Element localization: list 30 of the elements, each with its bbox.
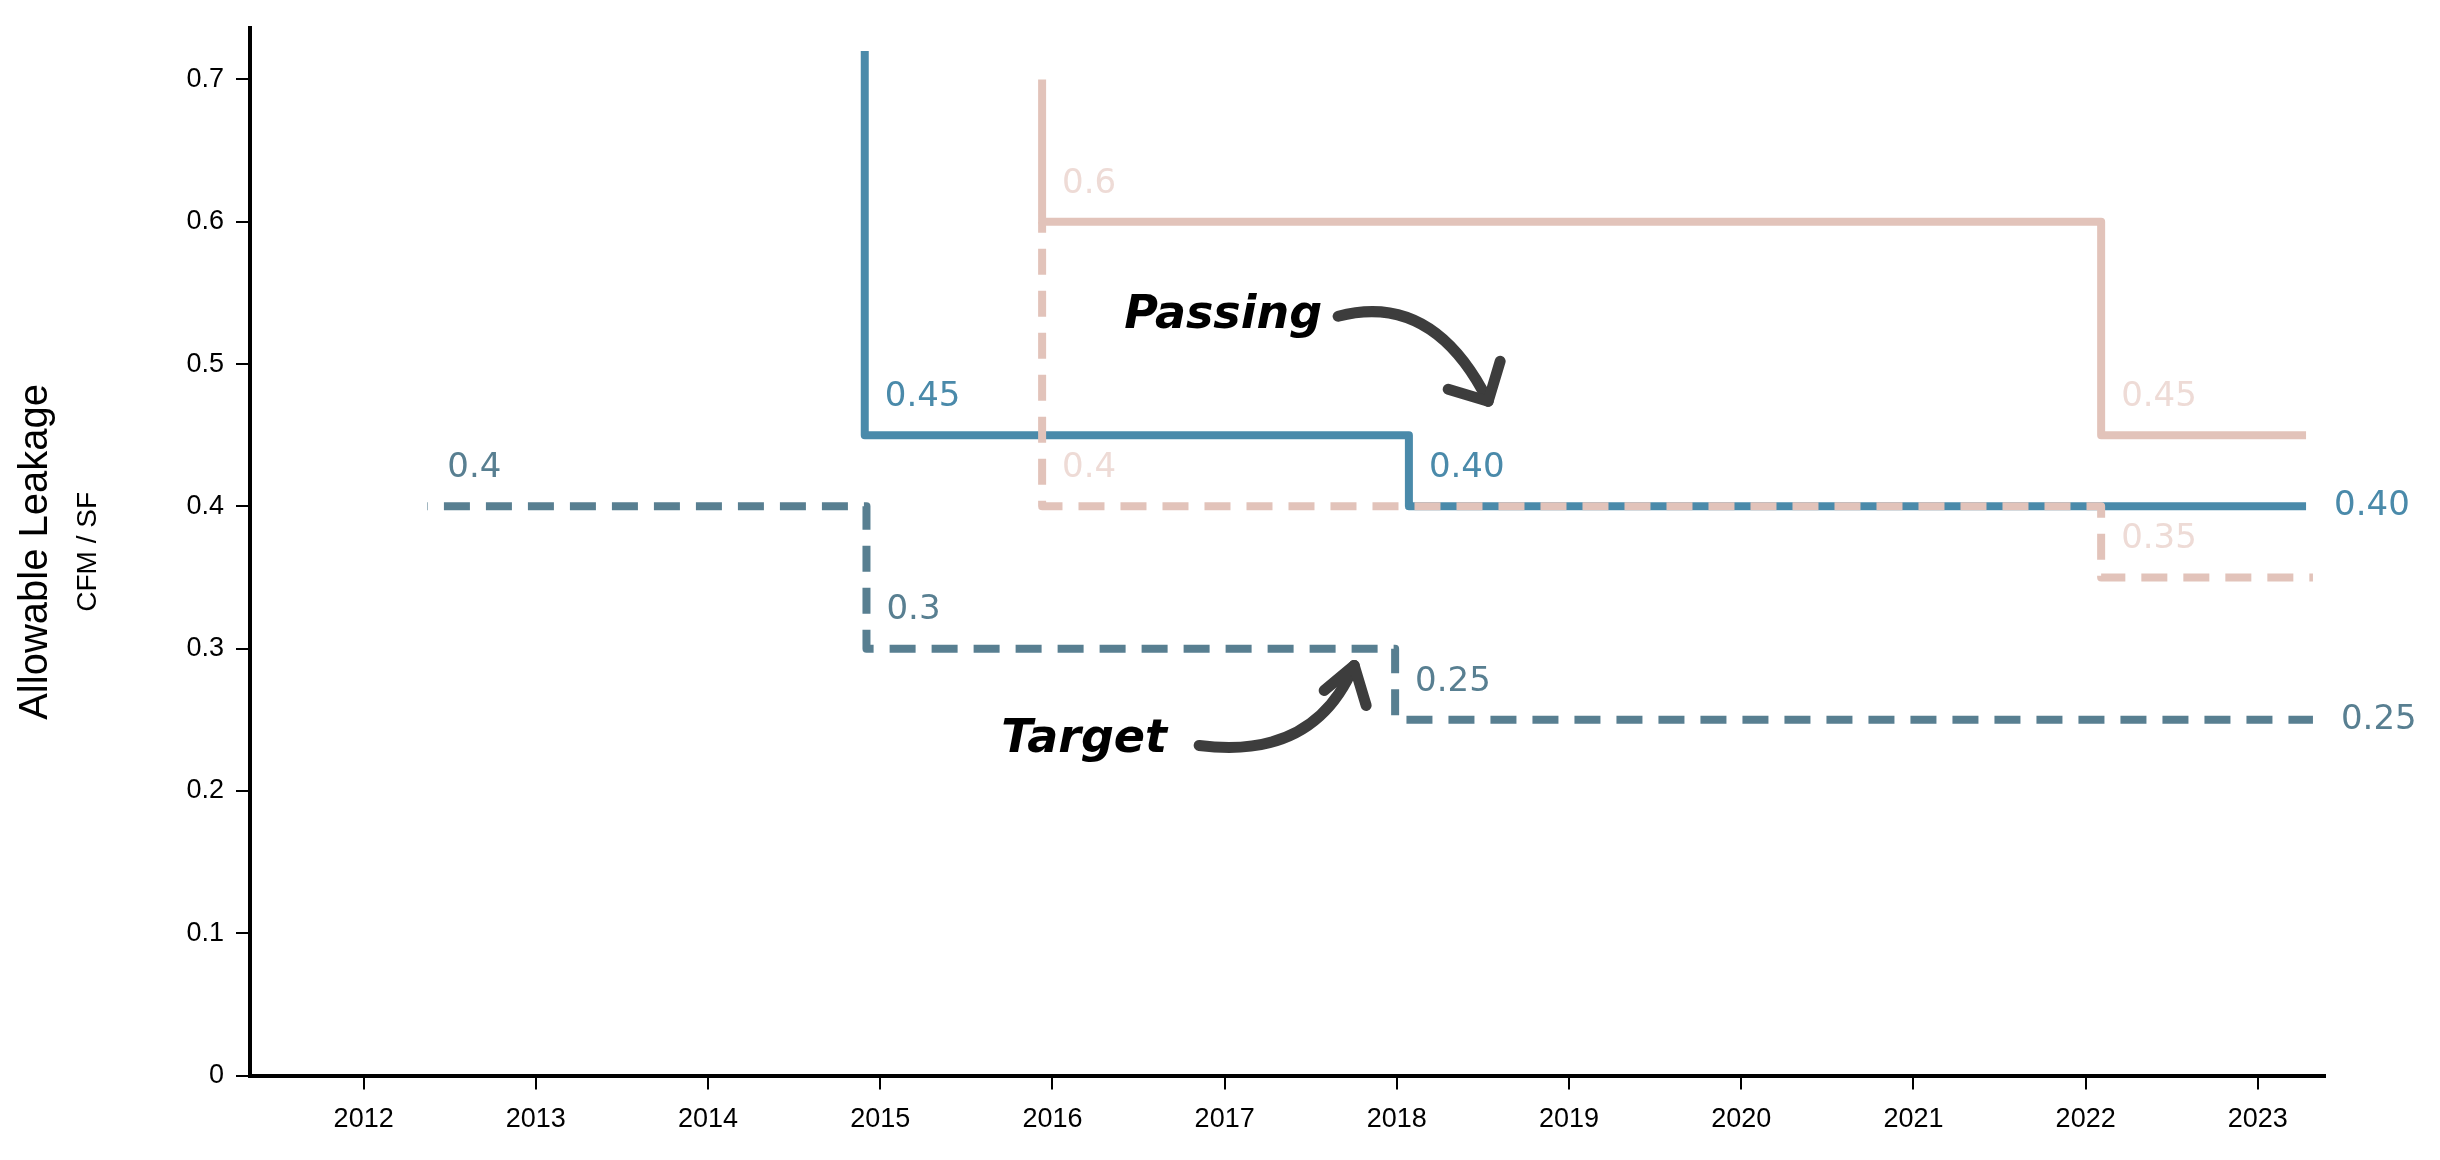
x-tick-label: 2020 <box>1711 1103 1772 1134</box>
x-tick-label: 2015 <box>850 1103 911 1134</box>
y-tick-label: 0.6 <box>186 205 224 236</box>
data-label: 0.4 <box>447 445 502 486</box>
x-tick-label: 2012 <box>333 1103 394 1134</box>
y-tick-label: 0.5 <box>186 347 224 378</box>
data-label: 0.25 <box>2340 696 2417 737</box>
y-tick-label: 0.3 <box>186 632 224 663</box>
y-tick-label: 0.2 <box>186 774 224 805</box>
data-label: 0.40 <box>2334 483 2410 524</box>
x-tick-label: 2014 <box>678 1103 739 1134</box>
x-tick-label: 2022 <box>2055 1103 2116 1134</box>
data-label: 0.3 <box>886 587 941 628</box>
x-tick-label: 2019 <box>1539 1103 1600 1134</box>
annotation: Target <box>1001 709 1170 764</box>
y-tick-label: 0.1 <box>186 916 224 947</box>
x-tick-label: 2013 <box>505 1103 566 1134</box>
x-tick-label: 2017 <box>1194 1103 1255 1134</box>
x-tick-label: 2021 <box>1883 1103 1944 1134</box>
y-tick-label: 0 <box>208 1059 224 1090</box>
y-axis-title: Allowable Leakage CFM / SF <box>11 383 102 720</box>
data-label: 0.25 <box>1415 658 1491 699</box>
data-label: 0.40 <box>1428 445 1505 486</box>
x-tick-label: 2023 <box>2227 1103 2288 1134</box>
data-label: 0.45 <box>884 374 961 415</box>
x-tick-label: 2016 <box>1022 1103 1083 1134</box>
y-tick-label: 0.4 <box>186 489 224 520</box>
annotation: Passing <box>1124 285 1323 340</box>
y-tick-label: 0.7 <box>186 62 224 93</box>
x-tick-label: 2018 <box>1366 1103 1427 1134</box>
